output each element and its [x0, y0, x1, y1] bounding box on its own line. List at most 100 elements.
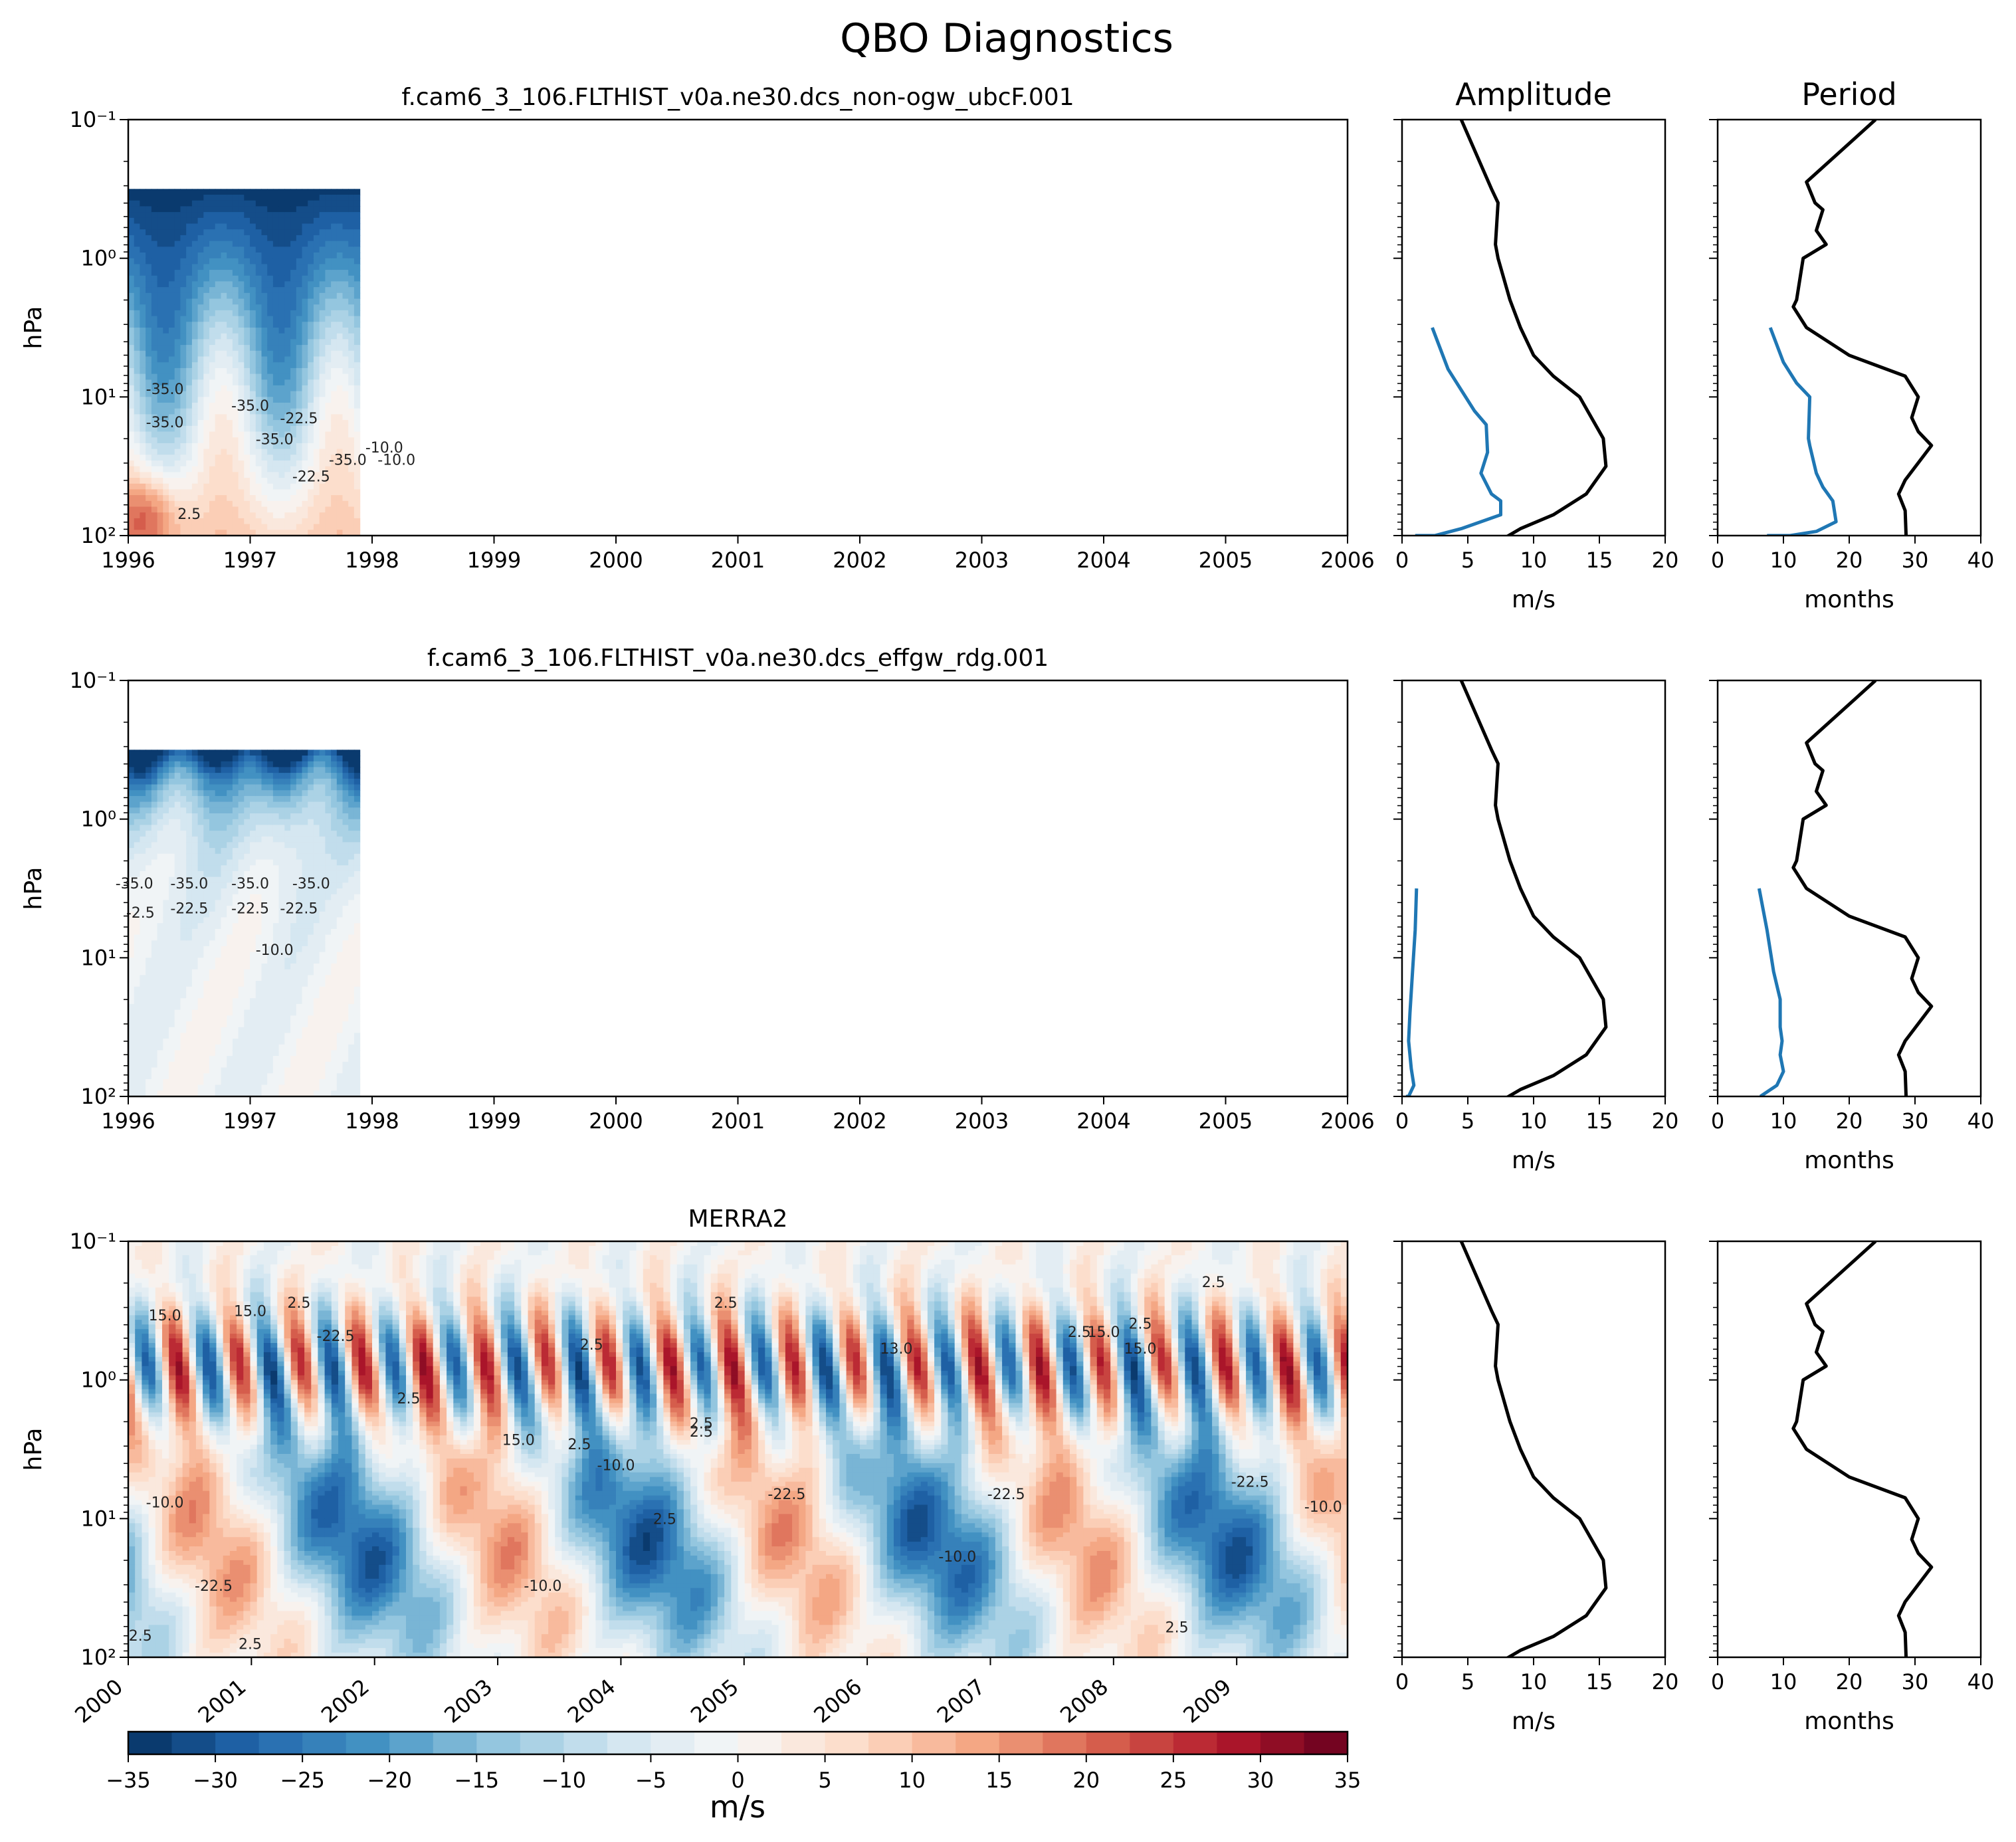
- contour-cell: [215, 836, 221, 843]
- contour-cell: [244, 414, 251, 421]
- contour-cell: [319, 425, 326, 433]
- contour-cell: [319, 1084, 326, 1091]
- contour-cell: [261, 1061, 268, 1069]
- contour-cell: [151, 356, 158, 363]
- contour-cell: [313, 466, 320, 472]
- contour-cell: [342, 819, 349, 825]
- contour-cell: [215, 969, 221, 975]
- contour-cell: [169, 506, 175, 513]
- contour-cell: [244, 247, 251, 253]
- contour-cell: [232, 1056, 239, 1063]
- contour-cell: [174, 270, 181, 276]
- contour-cell: [342, 253, 349, 259]
- contour-cell: [221, 859, 227, 866]
- contour-cell: [221, 917, 227, 924]
- contour-cell: [238, 825, 245, 831]
- contour-cell: [151, 478, 158, 484]
- contour-cell: [203, 750, 210, 756]
- contour-cell: [180, 292, 187, 300]
- contour-cell: [146, 247, 152, 253]
- contour-cell: [325, 229, 332, 236]
- contour-cell: [284, 217, 291, 225]
- contour-cell: [319, 998, 326, 1005]
- contour-cell: [140, 917, 146, 924]
- contour-cell: [336, 842, 344, 849]
- contour-cell: [128, 253, 135, 259]
- contour-cell: [169, 767, 175, 773]
- contour-cell: [308, 1084, 314, 1091]
- contour-cell: [221, 253, 227, 259]
- contour-cell: [180, 385, 187, 392]
- contour-cell: [308, 888, 314, 895]
- contour-cell: [278, 859, 285, 866]
- contour-cell: [331, 408, 338, 415]
- contour-cell: [325, 258, 332, 264]
- contour-cell: [191, 911, 199, 918]
- contour-cell: [157, 940, 163, 947]
- contour-cell: [272, 229, 280, 236]
- contour-cell: [140, 316, 146, 322]
- contour-cell: [353, 391, 361, 397]
- contour-cell: [331, 1015, 338, 1022]
- contour-cell: [302, 206, 308, 213]
- contour-cell: [261, 807, 268, 814]
- contour-cell: [186, 472, 193, 478]
- contour-cell: [302, 397, 308, 403]
- contour-cell: [278, 853, 285, 861]
- contour-cell: [232, 969, 239, 975]
- contour-cell: [140, 333, 146, 340]
- contour-cell: [197, 928, 204, 936]
- contour-cell: [128, 322, 135, 328]
- contour-cell: [163, 992, 169, 999]
- contour-cell: [342, 750, 349, 756]
- contour-cell: [191, 460, 199, 467]
- contour-cell: [169, 425, 175, 433]
- contour-cell: [128, 1287, 136, 1293]
- contour-cell: [151, 264, 158, 270]
- contour-cell: [140, 385, 146, 392]
- contour-cell: [174, 750, 181, 756]
- contour-cell: [238, 819, 245, 825]
- contour-cell: [278, 298, 285, 305]
- contour-cell: [261, 373, 268, 380]
- contour-cell: [169, 524, 175, 530]
- contour-cell: [353, 836, 361, 843]
- contour-cell: [146, 408, 152, 415]
- contour-cell: [348, 928, 355, 936]
- contour-cell: [255, 998, 262, 1005]
- contour-cell: [244, 489, 251, 496]
- contour-cell: [336, 1090, 344, 1096]
- contour-cell: [336, 373, 344, 380]
- contour-cell: [163, 247, 169, 253]
- contour-cell: [191, 986, 199, 993]
- contour-cell: [290, 500, 297, 508]
- contour-cell: [134, 831, 140, 837]
- contour-cell: [290, 853, 297, 861]
- contour-cell: [290, 986, 297, 993]
- contour-cell: [290, 420, 297, 427]
- contour-cell: [255, 750, 262, 756]
- contour-cell: [203, 385, 210, 392]
- contour-cell: [290, 270, 297, 276]
- contour-cell: [140, 900, 146, 906]
- contour-cell: [284, 865, 291, 872]
- contour-cell: [348, 518, 355, 525]
- contour-cell: [232, 328, 239, 334]
- contour-cell: [278, 258, 285, 264]
- contour-cell: [313, 264, 320, 270]
- contour-cell: [296, 229, 303, 236]
- contour-cell: [221, 992, 227, 999]
- contour-cell: [174, 958, 181, 964]
- contour-cell: [140, 894, 146, 900]
- contour-cell: [284, 310, 291, 317]
- contour-cell: [302, 1067, 308, 1074]
- contour-cell: [331, 767, 338, 773]
- contour-cell: [278, 1021, 285, 1028]
- contour-cell: [191, 778, 199, 785]
- contour-cell: [157, 431, 163, 438]
- contour-cell: [342, 958, 349, 964]
- contour-cell: [128, 1269, 136, 1275]
- contour-cell: [308, 253, 314, 259]
- contour-cell: [128, 1296, 136, 1302]
- contour-cell: [197, 964, 204, 970]
